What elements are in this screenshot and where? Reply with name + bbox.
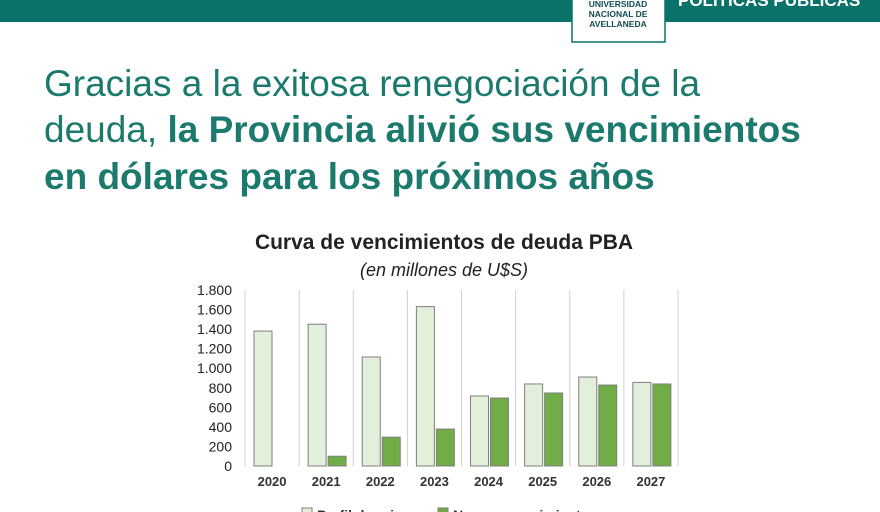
y-tick-label: 1.000 <box>197 360 232 376</box>
x-tick-label: 2026 <box>582 474 611 489</box>
bar <box>327 455 347 467</box>
bar <box>253 330 273 467</box>
logo-text: NACIONAL DE <box>589 9 648 19</box>
x-tick-label: 2020 <box>258 474 287 489</box>
section-label: POLÍTICAS PÚBLICAS <box>678 0 860 10</box>
legend-swatch <box>437 507 449 512</box>
headline-line: Gracias a la exitosa renegociación de la <box>44 63 701 104</box>
bar <box>307 323 327 467</box>
bar <box>524 383 544 467</box>
y-tick-label: 800 <box>209 380 233 396</box>
y-tick-label: 600 <box>209 399 233 415</box>
bar <box>381 436 401 467</box>
chart-title: Curva de vencimientos de deuda PBA <box>255 231 633 254</box>
headline-light: deuda, <box>44 109 167 150</box>
headline-line: en dólares para los próximos años <box>44 156 655 197</box>
bar <box>470 395 489 467</box>
headline-bold: la Provincia alivió sus vencimientos <box>167 109 800 150</box>
legend-label: Perfil de origen <box>317 507 419 512</box>
bar <box>361 356 381 467</box>
y-tick-label: 1.400 <box>197 321 232 337</box>
bar <box>598 384 618 467</box>
y-tick-label: 400 <box>209 419 233 435</box>
logo-box <box>571 0 666 43</box>
headline-line: deuda, la Provincia alivió sus vencimien… <box>44 109 801 150</box>
bar <box>490 397 509 467</box>
y-tick-label: 1.800 <box>197 282 232 298</box>
bar <box>435 428 455 467</box>
x-tick-label: 2027 <box>636 474 665 489</box>
x-tick-label: 2022 <box>366 474 395 489</box>
x-tick-label: 2021 <box>312 474 341 489</box>
logo-text: AVELLANEDA <box>589 19 646 29</box>
legend-label: Nuevos vencimientos <box>453 507 597 512</box>
y-tick-label: 1.600 <box>197 302 232 318</box>
y-tick-label: 1.200 <box>197 341 232 357</box>
x-tick-label: 2024 <box>474 474 504 489</box>
logo-text: UNIVERSIDAD <box>589 0 648 9</box>
bar <box>632 381 652 467</box>
bar <box>544 392 564 467</box>
legend-swatch <box>301 507 313 512</box>
chart-subtitle: (en millones de U$S) <box>360 260 528 280</box>
y-tick-label: 0 <box>224 458 232 474</box>
x-tick-label: 2025 <box>528 474 557 489</box>
x-tick-label: 2023 <box>420 474 449 489</box>
bar <box>415 306 435 467</box>
bar <box>652 383 672 467</box>
y-tick-label: 200 <box>209 438 233 454</box>
bar <box>578 376 598 467</box>
